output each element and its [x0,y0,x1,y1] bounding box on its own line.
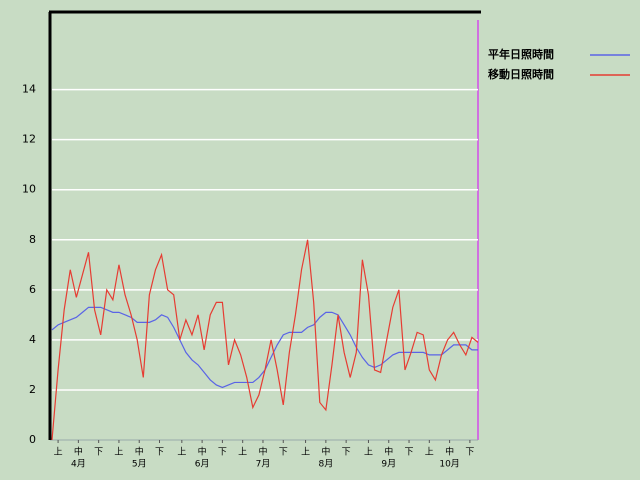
y-tick-label: 4 [29,333,36,346]
x-tick-label: 中 [445,446,454,458]
month-label: 6月 [195,459,210,470]
month-label: 5月 [132,459,147,470]
month-label: 9月 [381,459,396,470]
x-tick-label: 中 [321,446,330,458]
month-label: 8月 [318,459,333,470]
x-tick-label: 上 [425,447,434,458]
x-tick-label: 上 [238,447,247,458]
x-tick-label: 下 [279,448,288,458]
x-tick-label: 中 [384,446,393,458]
legend-label: 平年日照時間 [488,47,554,61]
y-tick-label: 10 [22,183,36,196]
x-tick-label: 上 [364,447,373,458]
x-tick-label: 下 [342,448,351,458]
month-label: 10月 [439,459,459,470]
y-tick-label: 12 [22,133,36,146]
x-tick-label: 中 [198,446,207,458]
month-label: 7月 [256,459,271,470]
x-tick-label: 下 [465,448,474,458]
x-tick-label: 中 [258,446,267,458]
series-line [51,306,478,389]
y-tick-label: 2 [29,383,36,396]
x-tick-label: 下 [94,448,103,458]
x-tick-label: 下 [218,448,227,458]
x-tick-label: 下 [405,448,414,458]
month-label: 4月 [71,459,86,470]
y-tick-label: 0 [29,433,36,446]
legend-label: 移動日照時間 [488,67,554,81]
x-tick-label: 上 [301,447,310,458]
y-tick-label: 6 [29,283,36,296]
x-tick-label: 中 [74,446,83,458]
series-line [51,239,479,441]
x-tick-label: 中 [135,446,144,458]
y-tick-label: 8 [29,233,36,246]
x-tick-label: 上 [54,447,63,458]
x-tick-label: 下 [155,448,164,458]
x-tick-label: 上 [177,447,186,458]
x-tick-label: 上 [114,447,123,458]
y-tick-label: 14 [22,83,36,96]
